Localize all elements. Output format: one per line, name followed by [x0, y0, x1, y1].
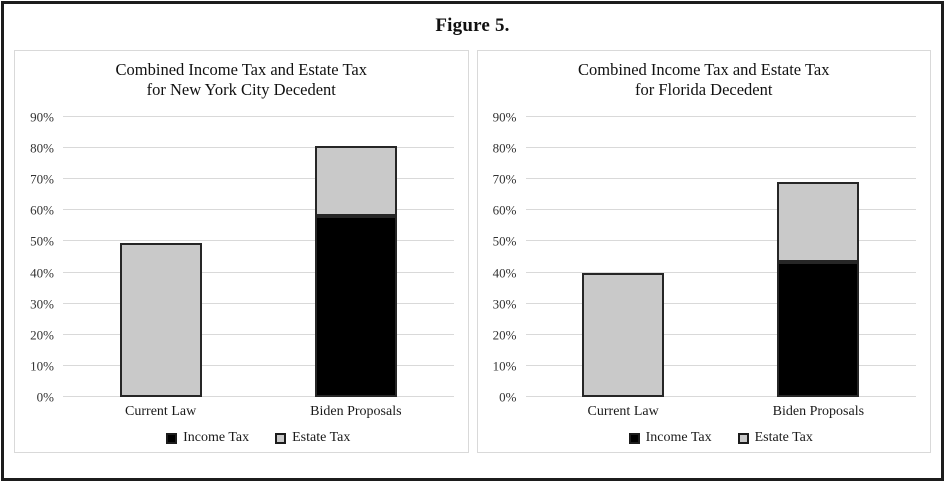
x-axis-labels: Current Law Biden Proposals [526, 404, 917, 420]
bar-segment-estate-tax [314, 145, 397, 217]
y-tick-label: 40% [30, 265, 54, 281]
chart-title-line1: Combined Income Tax and Estate Tax [578, 60, 830, 79]
gridline [63, 396, 454, 397]
legend-item-income-tax: Income Tax [628, 430, 712, 446]
y-tick-label: 60% [492, 202, 517, 218]
bar-biden-proposals [258, 117, 453, 397]
gridline [525, 116, 916, 117]
plot-area: 0% 10% 20% 30% 40% 50% 60% 70% 80% 90% [493, 111, 916, 404]
bar-segment-estate-tax [582, 272, 665, 397]
bar-segment-income-tax [314, 216, 397, 397]
estate-tax-legend-marker-icon [275, 432, 287, 444]
legend: Income Tax Estate Tax [526, 430, 917, 446]
y-tick-label: 60% [30, 202, 54, 218]
bar-segment-income-tax [777, 261, 860, 397]
gridline [525, 333, 916, 335]
legend-label-income-tax: Income Tax [645, 430, 712, 445]
income-tax-legend-marker-icon [166, 432, 178, 444]
figure-title: Figure 5. [435, 15, 510, 36]
plot-area: 0% 10% 20% 30% 40% 50% 60% 70% 80% 90% [30, 111, 454, 404]
income-tax-legend-marker-icon [628, 432, 640, 444]
stacked-bar [582, 272, 665, 397]
bar-current-law [526, 117, 721, 397]
gridline [525, 271, 916, 273]
gridline [63, 147, 454, 149]
legend-item-estate-tax: Estate Tax [275, 430, 350, 446]
chart-title: Combined Income Tax and Estate Tax for F… [478, 60, 931, 100]
gridline [63, 178, 454, 180]
x-category-label-current-law: Current Law [125, 404, 197, 419]
x-category-label-current-law: Current Law [587, 404, 659, 419]
legend: Income Tax Estate Tax [63, 430, 454, 446]
y-tick-label: 10% [30, 358, 54, 374]
y-tick-label: 80% [492, 140, 517, 156]
stacked-bar [314, 145, 397, 397]
charts-row: Combined Income Tax and Estate Tax for N… [4, 50, 941, 453]
x-category-label-biden-proposals: Biden Proposals [772, 404, 865, 419]
gridline [525, 178, 916, 180]
y-tick-label: 30% [30, 296, 54, 312]
gridline [525, 209, 916, 211]
gridline [63, 302, 454, 304]
y-tick-label: 0% [499, 389, 517, 405]
y-tick-label: 30% [492, 296, 517, 312]
y-tick-label: 70% [30, 171, 54, 187]
chart-panel-florida: Combined Income Tax and Estate Tax for F… [476, 50, 931, 453]
gridline [63, 240, 454, 242]
chart-title-line2: for New York City Decedent [146, 80, 336, 99]
stacked-bar [777, 182, 860, 397]
gridline [525, 302, 916, 304]
gridline [63, 364, 454, 366]
stacked-bar [119, 242, 202, 397]
legend-label-income-tax: Income Tax [183, 430, 250, 445]
gridline [63, 271, 454, 273]
y-tick-label: 90% [30, 109, 54, 125]
bar-biden-proposals [721, 117, 916, 397]
y-tick-label: 70% [492, 171, 517, 187]
gridline [525, 147, 916, 149]
x-category-label-biden-proposals: Biden Proposals [310, 404, 402, 419]
y-tick-label: 20% [492, 327, 517, 343]
gridline [525, 364, 916, 366]
bar-segment-estate-tax [777, 182, 860, 262]
y-tick-label: 50% [30, 233, 54, 249]
y-tick-label: 80% [30, 140, 54, 156]
legend-label-estate-tax: Estate Tax [292, 430, 351, 445]
legend-label-estate-tax: Estate Tax [754, 430, 813, 445]
legend-item-estate-tax: Estate Tax [737, 430, 813, 446]
y-tick-label: 10% [492, 358, 517, 374]
chart-panel-new-york-city: Combined Income Tax and Estate Tax for N… [14, 50, 469, 453]
gridline [525, 396, 916, 397]
y-tick-label: 90% [492, 109, 517, 125]
chart-title: Combined Income Tax and Estate Tax for N… [15, 60, 468, 100]
gridline [63, 209, 454, 211]
bar-current-law [63, 117, 258, 397]
gridline [525, 240, 916, 242]
bar-segment-estate-tax [119, 242, 202, 397]
chart-title-line2: for Florida Decedent [635, 80, 773, 99]
chart-title-line1: Combined Income Tax and Estate Tax [115, 60, 367, 79]
gridline [63, 333, 454, 335]
legend-item-income-tax: Income Tax [166, 430, 249, 446]
y-tick-label: 50% [492, 233, 517, 249]
y-tick-label: 20% [30, 327, 54, 343]
gridline [63, 116, 454, 117]
y-tick-label: 0% [36, 389, 54, 405]
estate-tax-legend-marker-icon [737, 432, 749, 444]
y-tick-label: 40% [492, 265, 517, 281]
x-axis-labels: Current Law Biden Proposals [63, 404, 454, 420]
